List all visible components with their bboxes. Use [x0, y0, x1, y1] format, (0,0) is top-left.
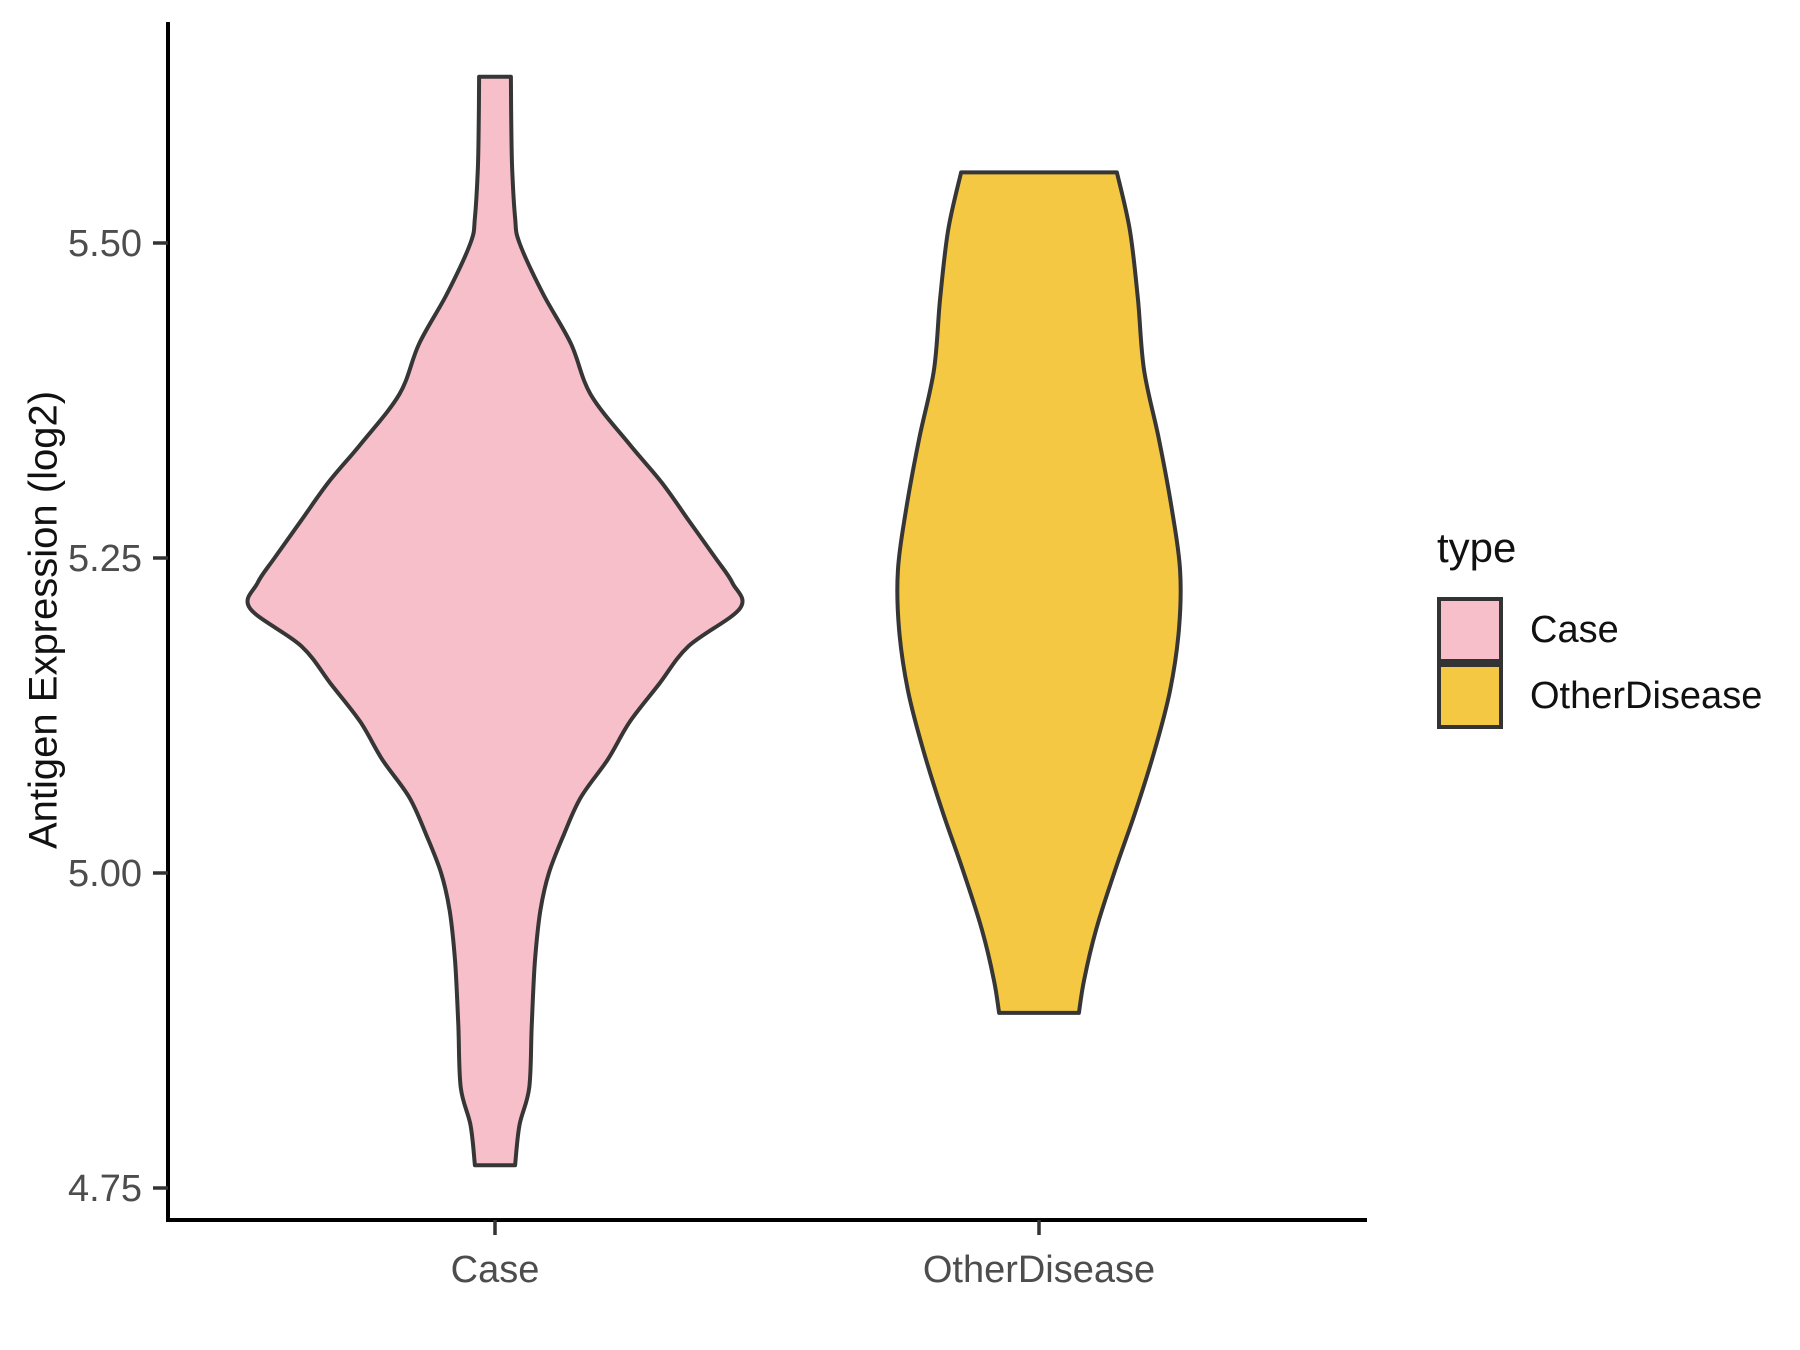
y-tick-label: 5.00	[68, 853, 142, 895]
y-tick-label: 5.50	[68, 223, 142, 265]
legend-label-otherdisease: OtherDisease	[1530, 674, 1763, 717]
legend-label-case: Case	[1530, 608, 1619, 651]
violin-otherdisease	[895, 170, 1183, 1015]
legend-title: type	[1437, 524, 1517, 571]
legend-key-otherdisease-swatch	[1437, 663, 1503, 729]
y-tick-label: 5.25	[68, 538, 142, 580]
y-tick-label: 4.75	[68, 1168, 142, 1210]
y-axis-title: Antigen Expression (log2)	[21, 390, 66, 850]
legend: type Case OtherDisease	[1437, 524, 1762, 729]
x-tick-label: OtherDisease	[923, 1249, 1155, 1291]
legend-key-case-swatch	[1437, 597, 1503, 663]
x-tick-label: Case	[451, 1249, 540, 1291]
legend-entry-otherdisease: OtherDisease	[1437, 663, 1762, 729]
legend-entry-case: Case	[1437, 597, 1762, 663]
violin-case	[245, 74, 745, 1168]
